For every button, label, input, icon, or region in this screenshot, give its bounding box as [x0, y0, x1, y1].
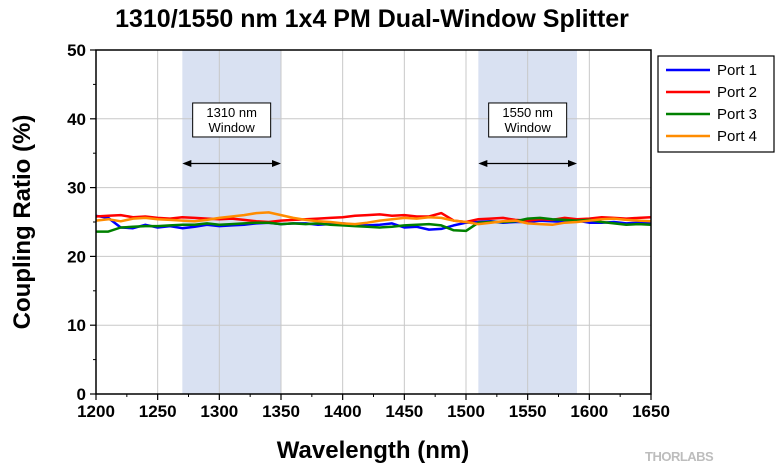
- annotation-box: [488, 102, 568, 138]
- annotation-arrowhead: [182, 160, 192, 168]
- x-tick-label: 1650: [632, 402, 670, 421]
- chart-title: 1310/1550 nm 1x4 PM Dual-Window Splitter: [115, 5, 629, 33]
- x-tick-label: 1550: [509, 402, 547, 421]
- x-tick-label: 1300: [200, 402, 238, 421]
- series-lines: [95, 211, 652, 233]
- x-tick-label: 1600: [570, 402, 608, 421]
- annotation-label: 1550 nm: [502, 105, 553, 120]
- x-tick-label: 1250: [139, 402, 177, 421]
- y-tick-label: 50: [67, 41, 86, 60]
- y-tick-label: 0: [77, 385, 86, 404]
- annotation-label: 1310 nm: [206, 105, 257, 120]
- x-tick-label: 1500: [447, 402, 485, 421]
- series-line: [95, 214, 652, 231]
- legend-label: Port 2: [717, 84, 757, 101]
- axis-ticks: 1200 1250 1300 1350 1400 1450 1500 1550 1600 1650…: [67, 41, 670, 421]
- legend: Port 1 Port 2 Port 3 Port 4: [657, 55, 775, 153]
- annotation-label: Window: [209, 120, 256, 135]
- annotation-label: Window: [505, 120, 552, 135]
- y-tick-label: 10: [67, 316, 86, 335]
- annotation-box: [192, 102, 272, 138]
- annotation-arrowhead: [272, 160, 281, 168]
- x-tick-label: 1450: [385, 402, 423, 421]
- thorlabs-watermark: THORLABS: [645, 449, 714, 464]
- series-line: [96, 216, 652, 233]
- x-tick-label: 1400: [324, 402, 362, 421]
- series-line: [95, 211, 652, 227]
- y-tick-label: 40: [67, 110, 86, 129]
- y-tick-label: 30: [67, 179, 86, 198]
- annotation-arrowhead: [478, 160, 488, 168]
- y-axis-label: Coupling Ratio (%): [9, 115, 36, 330]
- legend-label: Port 4: [717, 128, 757, 145]
- legend-label: Port 3: [717, 106, 757, 123]
- x-tick-label: 1350: [262, 402, 300, 421]
- x-tick-label: 1200: [77, 402, 115, 421]
- legend-label: Port 1: [717, 62, 757, 79]
- annotation-arrowhead: [568, 160, 577, 168]
- x-axis-label: Wavelength (nm): [277, 437, 469, 464]
- y-tick-label: 20: [67, 247, 86, 266]
